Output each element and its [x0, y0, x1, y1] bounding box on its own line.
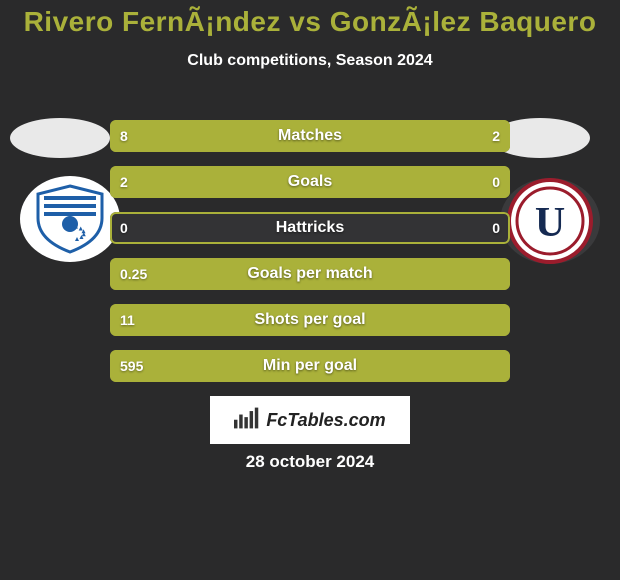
watermark-text: FcTables.com — [266, 410, 385, 431]
watermark-fctables: FcTables.com — [210, 396, 410, 444]
stat-label: Hattricks — [110, 212, 510, 244]
club-logo-left — [20, 176, 120, 262]
stat-row: 0.25Goals per match — [110, 258, 510, 290]
comparison-infographic: Rivero FernÃ¡ndez vs GonzÃ¡lez Baquero C… — [0, 0, 620, 580]
stat-row: 82Matches — [110, 120, 510, 152]
stats-bars: 82Matches 20Goals 00Hattricks 0.25Goals per… — [110, 120, 510, 396]
stat-label: Goals per match — [110, 258, 510, 290]
avatar-left — [10, 118, 110, 158]
stat-label: Matches — [110, 120, 510, 152]
club-logo-right: U — [500, 178, 600, 264]
stat-label: Shots per goal — [110, 304, 510, 336]
stat-row: 595Min per goal — [110, 350, 510, 382]
bar-chart-icon — [234, 407, 260, 434]
stat-row: 20Goals — [110, 166, 510, 198]
svg-text:U: U — [535, 200, 565, 246]
stat-label: Min per goal — [110, 350, 510, 382]
subtitle: Club competitions, Season 2024 — [0, 52, 620, 70]
page-title: Rivero FernÃ¡ndez vs GonzÃ¡lez Baquero — [0, 0, 620, 38]
stat-row: 00Hattricks — [110, 212, 510, 244]
stat-label: Goals — [110, 166, 510, 198]
infographic-date: 28 october 2024 — [0, 452, 620, 472]
stat-row: 11Shots per goal — [110, 304, 510, 336]
